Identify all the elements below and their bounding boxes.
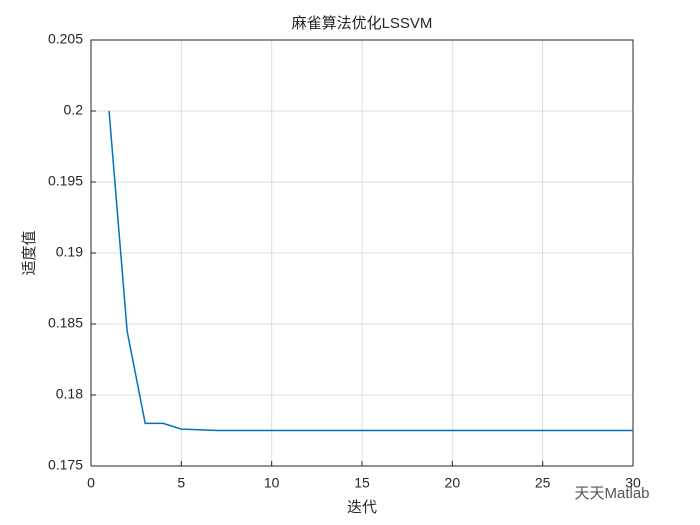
chart-title: 麻雀算法优化LSSVM — [292, 14, 433, 32]
y-tick-label: 0.205 — [48, 31, 83, 47]
y-tick-label: 0.2 — [64, 102, 84, 118]
x-tick-label: 10 — [264, 475, 280, 491]
x-tick-label: 25 — [535, 475, 551, 491]
y-tick-label: 0.185 — [48, 315, 83, 331]
x-tick-label: 20 — [445, 475, 461, 491]
x-tick-label: 15 — [354, 475, 370, 491]
x-tick-label: 0 — [87, 475, 95, 491]
watermark: 天天Matlab — [574, 485, 649, 502]
y-tick-label: 0.195 — [48, 173, 83, 189]
y-tick-label: 0.19 — [56, 244, 83, 260]
y-tick-label: 0.175 — [48, 457, 83, 473]
line — [108, 110, 633, 432]
x-tick-label: 30 — [625, 475, 641, 491]
x-axis-label: 迭代 — [347, 499, 377, 516]
y-axis-label: 适度值 — [21, 230, 38, 275]
axes-box — [90, 39, 634, 467]
y-tick-label: 0.18 — [56, 386, 83, 402]
x-tick-label: 5 — [177, 475, 185, 491]
